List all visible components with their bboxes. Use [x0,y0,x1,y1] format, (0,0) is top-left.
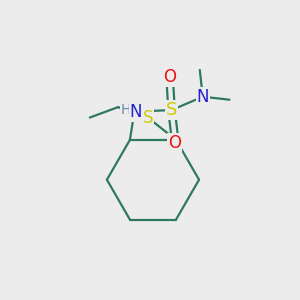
Text: N: N [196,88,209,106]
Text: S: S [142,109,153,127]
Text: S: S [166,101,177,119]
Text: O: O [168,134,181,152]
Text: N: N [130,103,142,121]
Text: H: H [121,103,131,117]
Text: O: O [164,68,177,86]
